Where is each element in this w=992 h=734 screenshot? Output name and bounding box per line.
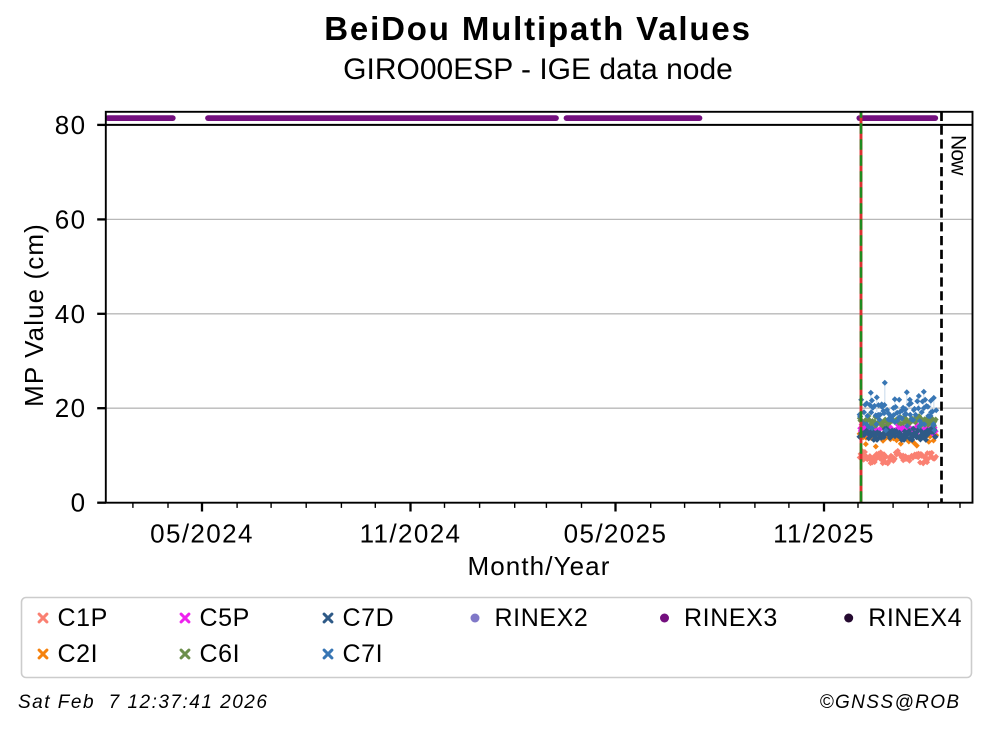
svg-text:05/2024: 05/2024 (150, 519, 254, 549)
svg-text:C7D: C7D (343, 604, 395, 632)
svg-text:C2I: C2I (58, 640, 99, 668)
svg-text:BeiDou Multipath Values: BeiDou Multipath Values (324, 10, 752, 47)
svg-text:60: 60 (55, 204, 87, 234)
svg-text:80: 80 (55, 110, 87, 140)
svg-text:C5P: C5P (200, 604, 250, 632)
svg-text:11/2024: 11/2024 (360, 519, 462, 549)
svg-text:GIRO00ESP - IGE data node: GIRO00ESP - IGE data node (343, 53, 733, 86)
svg-text:Month/Year: Month/Year (467, 551, 610, 581)
svg-text:05/2025: 05/2025 (564, 519, 668, 549)
svg-text:C1P: C1P (58, 604, 108, 632)
svg-text:RINEX3: RINEX3 (684, 604, 778, 632)
svg-text:RINEX4: RINEX4 (868, 604, 962, 632)
svg-text:MP Value (cm): MP Value (cm) (19, 223, 49, 407)
svg-text:C6I: C6I (200, 640, 241, 668)
svg-text:11/2025: 11/2025 (773, 519, 875, 549)
svg-text:40: 40 (55, 299, 87, 329)
svg-text:C7I: C7I (343, 640, 384, 668)
svg-text:©GNSS@ROB: ©GNSS@ROB (820, 692, 961, 713)
svg-text:0: 0 (71, 488, 87, 518)
svg-text:RINEX2: RINEX2 (495, 604, 589, 632)
svg-text:Now: Now (947, 135, 970, 176)
svg-text:20: 20 (55, 393, 87, 423)
svg-text:Sat Feb 7 12:37:41 2026: Sat Feb 7 12:37:41 2026 (18, 692, 268, 713)
